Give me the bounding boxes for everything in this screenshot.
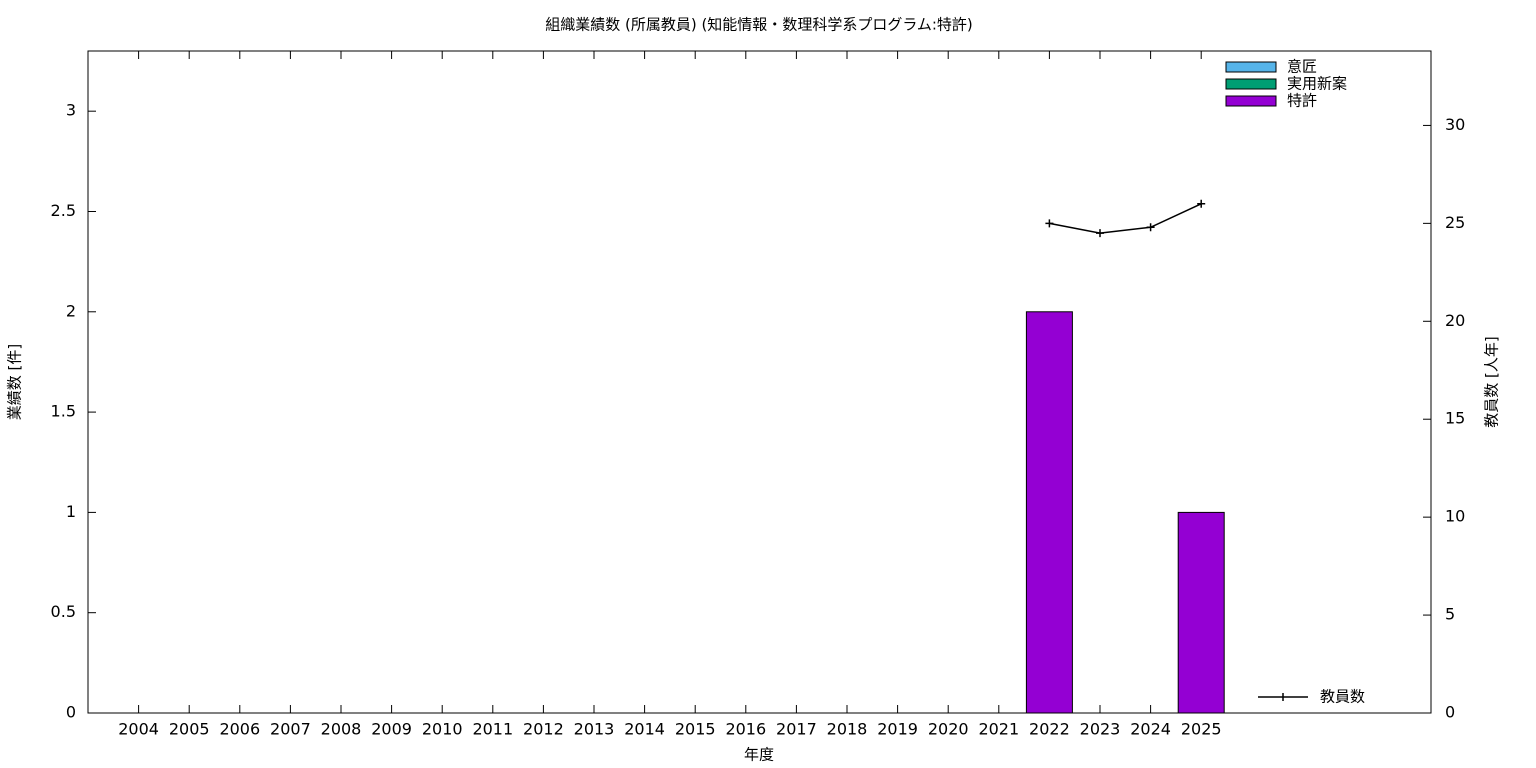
- point: [1045, 219, 1054, 228]
- legend-swatch: [1225, 78, 1277, 90]
- legend-label: 特許: [1287, 92, 1317, 110]
- x-tick-label: 2015: [675, 720, 716, 739]
- x-tick-label: 2025: [1181, 720, 1222, 739]
- x-axis-label: 年度: [744, 746, 774, 764]
- plot-frame: [87, 50, 1432, 714]
- x-tick-label: 2018: [827, 720, 868, 739]
- y-tick-label: 0.5: [51, 602, 76, 621]
- y2-tick-label: 5: [1445, 605, 1455, 624]
- y-tick-label: 2.5: [51, 201, 76, 220]
- y-tick-label: 1: [66, 502, 76, 521]
- x-tick-label: 2014: [624, 720, 665, 739]
- bar: [1025, 311, 1073, 714]
- legend-label: 教員数: [1320, 688, 1365, 706]
- point: [1146, 223, 1155, 232]
- y-tick-label: 3: [66, 101, 76, 120]
- y-axis-label: 業績数 [件]: [6, 344, 24, 420]
- legend-label: 意匠: [1287, 58, 1317, 76]
- y2-tick-label: 25: [1445, 213, 1465, 232]
- x-tick-label: 2022: [1029, 720, 1070, 739]
- x-tick-label: 2007: [270, 720, 311, 739]
- x-tick-label: 2021: [978, 720, 1019, 739]
- y2-tick-label: 0: [1445, 703, 1455, 722]
- x-tick-label: 2010: [422, 720, 463, 739]
- x-tick-label: 2020: [928, 720, 969, 739]
- legend-swatch: [1225, 95, 1277, 107]
- x-tick-label: 2004: [118, 720, 159, 739]
- x-tick-label: 2006: [219, 720, 260, 739]
- y-tick-label: 0: [66, 703, 76, 722]
- x-tick-label: 2005: [169, 720, 210, 739]
- y-tick-label: 2: [66, 301, 76, 320]
- legend-label: 実用新案: [1287, 75, 1347, 93]
- x-tick-label: 2019: [877, 720, 918, 739]
- y2-tick-label: 15: [1445, 409, 1465, 428]
- y-tick-label: 1.5: [51, 402, 76, 421]
- bar: [1177, 511, 1225, 714]
- x-tick-label: 2023: [1080, 720, 1121, 739]
- line: [1049, 203, 1202, 234]
- y2-tick-label: 20: [1445, 311, 1465, 330]
- y2-tick-label: 30: [1445, 115, 1465, 134]
- x-tick-label: 2024: [1130, 720, 1171, 739]
- legend-swatch: [1225, 61, 1277, 73]
- x-tick-label: 2016: [725, 720, 766, 739]
- x-tick-label: 2012: [523, 720, 564, 739]
- x-tick-label: 2017: [776, 720, 817, 739]
- y2-axis-label: 教員数 [人年]: [1483, 336, 1501, 427]
- point: [1096, 229, 1104, 238]
- point: [1197, 199, 1206, 208]
- x-tick-label: 2008: [321, 720, 362, 739]
- x-tick-label: 2009: [371, 720, 412, 739]
- x-tick-label: 2013: [574, 720, 615, 739]
- y2-tick-label: 10: [1445, 507, 1465, 526]
- x-tick-label: 2011: [472, 720, 513, 739]
- chart-title: 組織業績数 (所属教員) (知能情報・数理科学系プログラム:特許): [545, 16, 973, 34]
